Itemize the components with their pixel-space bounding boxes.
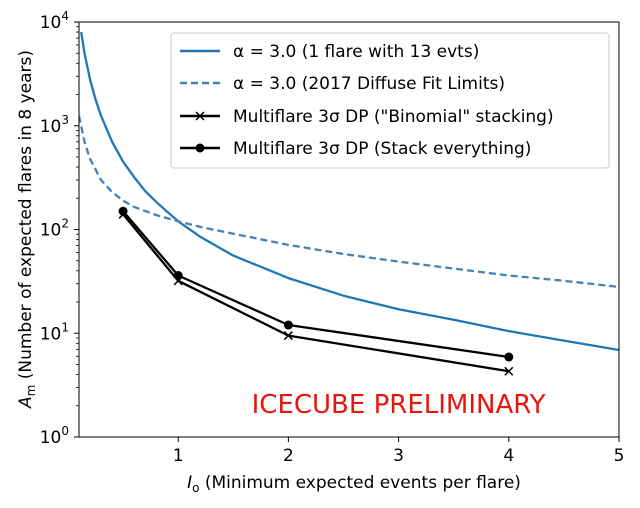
x-stroke-b — [504, 366, 514, 376]
legend-x-marker — [195, 111, 205, 121]
series-3-point-3 — [504, 352, 514, 362]
preliminary-annotation: ICECUBE PRELIMINARY — [252, 390, 546, 420]
series-line-3 — [122, 210, 509, 359]
x-tick-label-1: 2 — [283, 446, 294, 466]
y-tick-label-1: 101 — [40, 320, 69, 344]
series-2-point-3 — [504, 366, 514, 376]
series-3-point-0 — [118, 206, 128, 216]
legend-label-0: α = 3.0 (1 flare with 13 evts) — [233, 42, 479, 62]
series-3-point-1 — [173, 271, 183, 281]
x-stroke-b — [283, 331, 293, 341]
x-tick-label-0: 1 — [173, 446, 184, 466]
legend: α = 3.0 (1 flare with 13 evts) α = 3.0 (… — [170, 32, 610, 169]
y-tick-label-3: 103 — [40, 113, 69, 137]
series-line-2 — [122, 213, 509, 373]
y-tick-label-2: 102 — [40, 217, 69, 241]
series-2-point-2 — [283, 331, 293, 341]
series-line-0 — [80, 31, 619, 352]
legend-label-1: α = 3.0 (2017 Diffuse Fit Limits) — [233, 74, 505, 94]
x-tick-label-2: 3 — [393, 446, 404, 466]
y-tick-label-0: 100 — [40, 424, 69, 448]
axis-ticks: 1 2 3 4 5 100 101 102 103 104 — [40, 9, 625, 466]
plot-frame — [78, 21, 620, 438]
legend-box — [170, 32, 610, 169]
legend-circle-marker — [195, 143, 205, 153]
x-tick-label-3: 4 — [503, 446, 514, 466]
x-tick-label-4: 5 — [614, 446, 625, 466]
series-3-point-2 — [283, 320, 293, 330]
x-axis-label: Io (Minimum expected events per flare) — [187, 473, 521, 495]
legend-label-3: Multiflare 3σ DP (Stack everything) — [233, 139, 531, 159]
series-line-1 — [79, 115, 619, 289]
y-axis-label: Am (Number of expected flares in 8 years… — [16, 50, 38, 409]
legend-label-2: Multiflare 3σ DP ("Binomial" stacking) — [233, 107, 554, 127]
y-tick-label-4: 104 — [40, 9, 69, 33]
series-layer — [79, 31, 619, 376]
